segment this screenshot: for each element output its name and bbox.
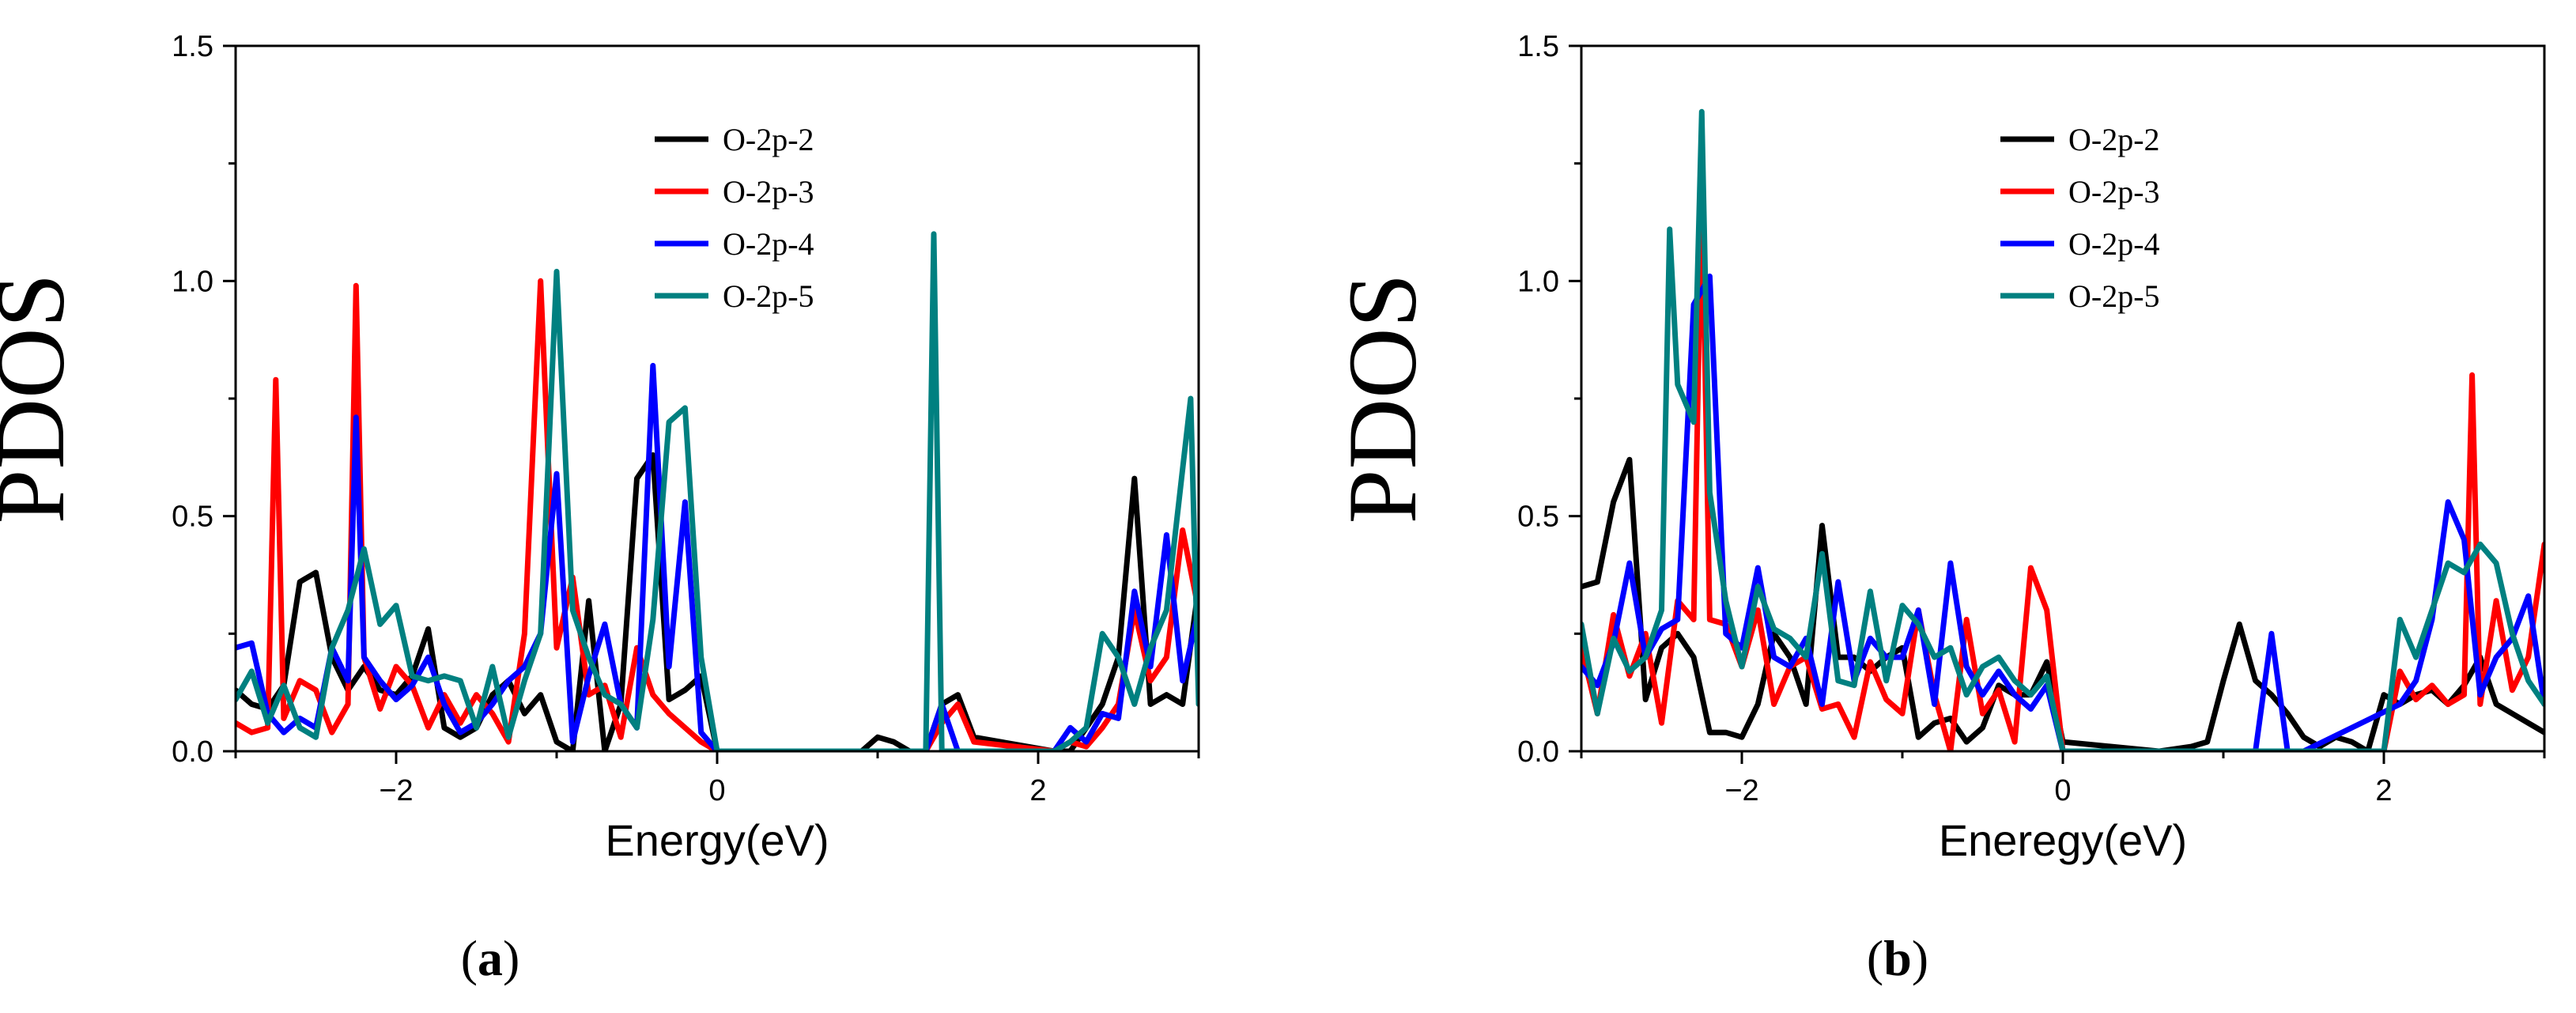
legend-label: O-2p-4 xyxy=(723,226,814,262)
legend-label: O-2p-3 xyxy=(723,174,814,210)
series-line-o-2p-4 xyxy=(236,362,1199,751)
x-tick-label: −2 xyxy=(1724,774,1758,807)
legend-label: O-2p-5 xyxy=(723,278,814,314)
panel-label-open: ( xyxy=(461,930,478,986)
legend-label: O-2p-2 xyxy=(723,122,814,157)
y-tick-label: 0.5 xyxy=(172,501,213,534)
y-tick-label: 1.0 xyxy=(1517,265,1559,298)
series-line-o-2p-5 xyxy=(1581,108,2544,751)
panel-a: −2 0 20.00.51.01.5Energy(eV)PDOSO-2p-2O-2p… xyxy=(0,30,1200,986)
panel-label: (a) xyxy=(461,930,520,986)
panel-label-open: ( xyxy=(1867,930,1883,986)
y-tick-label: 1.0 xyxy=(172,265,213,298)
y-tick-label: 0.0 xyxy=(172,735,213,769)
panel-label-letter: b xyxy=(1883,930,1912,986)
y-axis-title: PDOS xyxy=(1328,273,1437,524)
x-tick-label: 2 xyxy=(1029,774,1046,807)
y-axis-title: PDOS xyxy=(0,273,85,524)
x-tick-label: 2 xyxy=(2375,774,2392,807)
plot-frame xyxy=(1580,44,2546,753)
legend: O-2p-2 O-2p-3 O-2p-4 O-2p-5 xyxy=(2000,122,2160,314)
x-tick-label: 0 xyxy=(2054,774,2071,807)
panel-label-letter: a xyxy=(478,930,503,986)
y-tick-label: 1.5 xyxy=(172,30,213,63)
panel-label-close: ) xyxy=(1912,930,1928,986)
panel-label-close: ) xyxy=(503,930,519,986)
x-tick-label: −2 xyxy=(379,774,413,807)
y-tick-label: 0.5 xyxy=(1517,501,1559,534)
x-tick-label: 0 xyxy=(708,774,725,807)
panel-b: −2 0 20.00.51.01.5Eneregy(eV)PDOSO-2p-2O-2… xyxy=(1328,30,2546,986)
y-tick-label: 1.5 xyxy=(1517,30,1559,63)
legend-label: O-2p-3 xyxy=(2068,174,2160,210)
legend-label: O-2p-5 xyxy=(2068,278,2160,314)
series-line-o-2p-5 xyxy=(236,231,1199,751)
series-group xyxy=(236,231,1199,751)
legend-label: O-2p-4 xyxy=(2068,226,2160,262)
series-line-o-2p-3 xyxy=(1581,183,2544,751)
x-axis-title: Eneregy(eV) xyxy=(1939,815,2187,865)
panel-label: (b) xyxy=(1867,930,1928,986)
series-group xyxy=(1581,108,2544,751)
y-tick-label: 0.0 xyxy=(1517,735,1559,769)
plot-frame xyxy=(234,44,1200,753)
legend-label: O-2p-2 xyxy=(2068,122,2160,157)
legend: O-2p-2 O-2p-3 O-2p-4 O-2p-5 xyxy=(655,122,814,314)
x-axis-title: Energy(eV) xyxy=(605,815,829,865)
